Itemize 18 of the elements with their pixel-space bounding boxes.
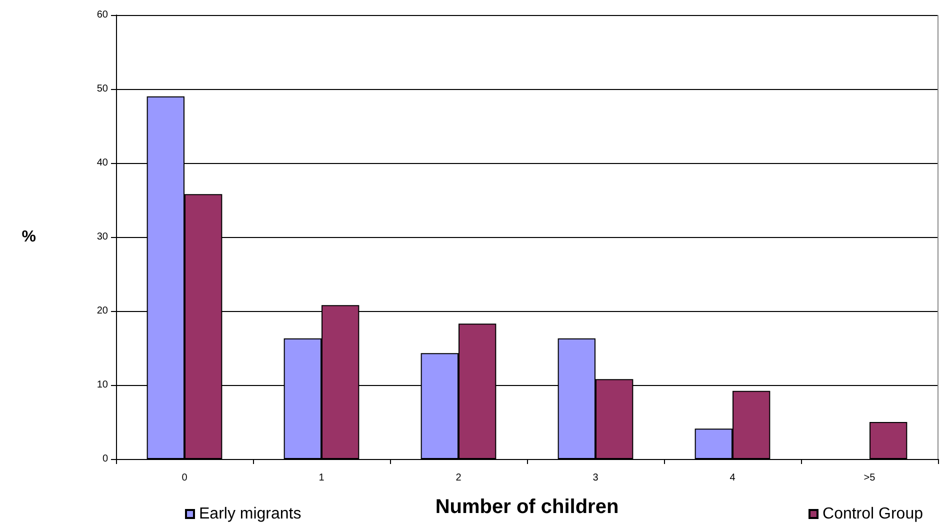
x-tick-label: 1 xyxy=(318,472,325,484)
y-tick-label: 50 xyxy=(96,84,108,94)
x-tick-label: >5 xyxy=(864,472,876,484)
x-axis-title: Number of children xyxy=(435,496,619,518)
y-tick-label: 30 xyxy=(96,232,108,242)
x-tick-label: 2 xyxy=(456,472,462,484)
y-tick-label: 0 xyxy=(102,454,108,464)
y-tick-label: 20 xyxy=(96,306,108,316)
bar xyxy=(870,422,908,459)
x-tick-label: 0 xyxy=(182,472,188,484)
y-axis-title: % xyxy=(22,228,36,246)
legend-label: Early migrants xyxy=(199,506,302,522)
x-tick-label: 3 xyxy=(592,472,599,484)
x-tick-label: 4 xyxy=(730,472,736,484)
y-tick-label: 40 xyxy=(96,158,108,168)
y-tick-label: 60 xyxy=(96,10,108,20)
y-tick-label: 10 xyxy=(96,380,108,390)
legend-label: Control Group xyxy=(822,506,924,522)
